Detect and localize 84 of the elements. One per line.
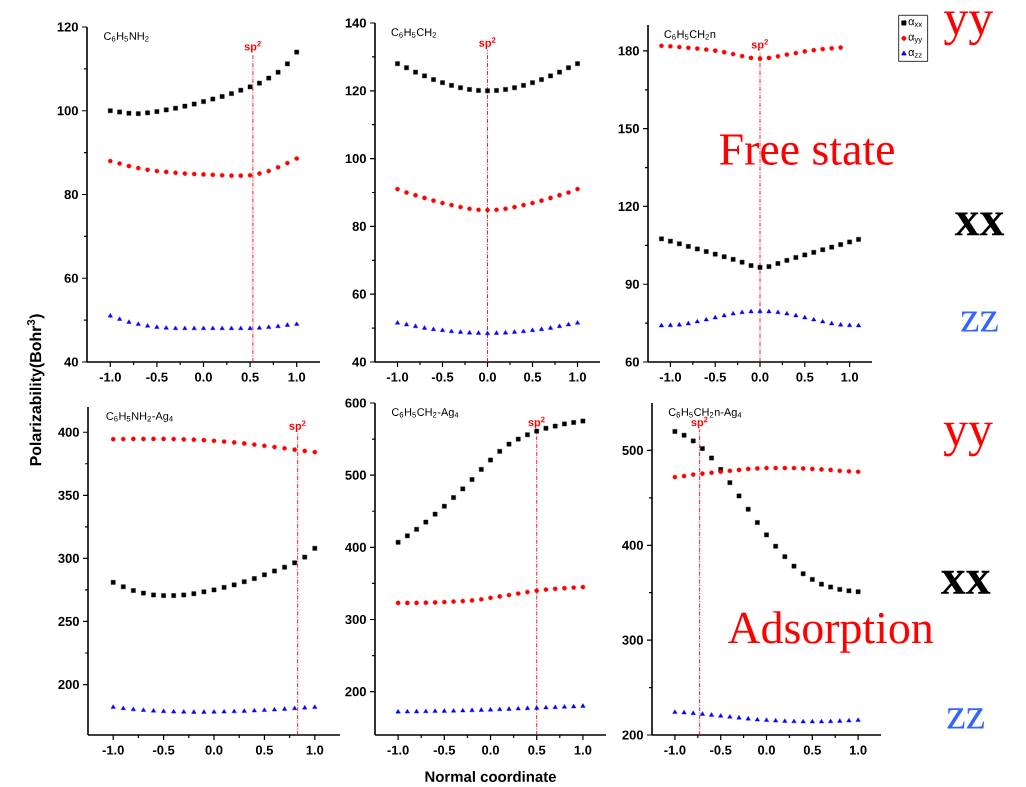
chart-title: C$_{6}$H$_{5}$NH$_{2}$-Ag$_{4}$ — [106, 412, 173, 423]
x-tick-label: 0.0 — [758, 745, 775, 755]
y-tick-label: 100 — [57, 106, 78, 116]
y-tick-label: 300 — [622, 635, 643, 645]
x-tick-label: 0.0 — [195, 372, 212, 382]
y-tick-label: 120 — [57, 22, 78, 32]
y-tick-label: 400 — [58, 427, 79, 437]
y-tick-label: 140 — [345, 18, 366, 28]
text: xx — [954, 212, 1005, 236]
text: xx — [941, 570, 991, 594]
chart-title: C$_{6}$H$_{5}$CH$_{2}$ — [391, 28, 437, 38]
y-tick-label: 250 — [58, 616, 79, 627]
x-tick-label: -1.0 — [664, 745, 686, 755]
x-tick-label: 0.0 — [205, 745, 223, 755]
y-tick-label: 40 — [64, 357, 78, 367]
x-tick-label: 1.0 — [574, 745, 592, 755]
x-tick-label: 0.0 — [482, 745, 499, 755]
y-tick-label: 180 — [618, 46, 639, 56]
y-tick-label: 80 — [352, 221, 366, 231]
legend-label: α$_{yy}$ — [908, 34, 923, 44]
x-tick-label: 0.5 — [796, 372, 814, 382]
x-tick-label: 1.0 — [569, 372, 586, 382]
text: yy — [943, 422, 993, 457]
y-tick-label: 120 — [345, 86, 366, 96]
y-tick-label: 400 — [345, 542, 366, 552]
x-tick-label: -0.5 — [710, 745, 732, 755]
ref-line-label: sp$^{2}$ — [479, 37, 496, 49]
y-tick-label: 500 — [345, 470, 366, 480]
x-tick-label: -0.5 — [433, 745, 456, 755]
x-tick-label: 0.5 — [524, 372, 542, 382]
text: yy — [944, 11, 994, 46]
x-tick-label: -1.0 — [386, 372, 409, 382]
x-tick-label: 1.0 — [306, 745, 324, 755]
chart-title: C$_{6}$H$_{5}$CH$_{2}$n — [664, 30, 716, 40]
y-tick-label: 200 — [345, 687, 366, 697]
y-tick-label: 300 — [58, 553, 79, 563]
y-tick-label: 300 — [345, 614, 366, 625]
ref-line-label: sp$^{2}$ — [289, 420, 306, 433]
x-tick-label: -0.5 — [152, 745, 175, 755]
y-tick-label: 150 — [618, 124, 639, 134]
y-tick-label: 40 — [352, 357, 366, 367]
x-tick-label: 0.5 — [255, 745, 274, 755]
x-tick-label: 0.5 — [241, 372, 259, 382]
y-tick-label: 60 — [352, 289, 366, 299]
ref-line-label: sp$^{2}$ — [751, 39, 768, 51]
y-tick-label: 60 — [625, 357, 639, 367]
y-tick-label: 500 — [622, 445, 643, 456]
x-tick-label: 0.0 — [751, 372, 769, 382]
x-axis-title: Normal coordinate — [425, 771, 556, 782]
x-tick-label: -0.5 — [146, 372, 168, 382]
x-tick-label: -1.0 — [99, 372, 121, 382]
x-tick-label: -1.0 — [102, 745, 124, 755]
ref-line-label: sp$^{2}$ — [528, 416, 545, 429]
ref-line-label: sp$^{2}$ — [691, 416, 708, 429]
ref-line-label: sp$^{2}$ — [244, 41, 261, 53]
x-tick-label: 0.0 — [479, 372, 496, 382]
y-tick-label: 90 — [625, 279, 639, 289]
y-tick-label: 350 — [58, 490, 79, 500]
x-tick-label: 1.0 — [841, 372, 859, 382]
annotation: Free state — [719, 134, 894, 165]
legend-label: α$_{xx}$ — [908, 19, 923, 27]
x-tick-label: 1.0 — [849, 745, 867, 755]
x-tick-label: 0.5 — [528, 745, 546, 755]
chart-title: C$_{6}$H$_{5}$CH$_{2}$-Ag$_{4}$ — [391, 408, 459, 419]
chart-title: C$_{6}$H$_{5}$NH$_{2}$ — [104, 32, 149, 42]
legend-label: α$_{zz}$ — [908, 49, 922, 58]
y-tick-label: 100 — [345, 154, 366, 164]
x-tick-label: -1.0 — [387, 745, 409, 755]
y-axis-title: Polarizability(Bohr$^{3}$) — [27, 314, 45, 466]
y-tick-label: 80 — [64, 189, 78, 200]
y-tick-label: 200 — [58, 679, 79, 690]
x-tick-label: -0.5 — [704, 372, 727, 382]
text: zz — [961, 311, 998, 332]
x-tick-label: -0.5 — [431, 372, 454, 382]
y-tick-label: 600 — [345, 398, 366, 408]
x-tick-label: 1.0 — [288, 372, 306, 382]
y-tick-label: 60 — [64, 273, 78, 283]
y-tick-label: 400 — [622, 540, 643, 550]
y-tick-label: 120 — [618, 201, 639, 212]
text: zz — [947, 708, 984, 729]
y-tick-label: 200 — [622, 730, 643, 740]
x-tick-label: 0.5 — [803, 745, 821, 755]
x-tick-label: -1.0 — [659, 372, 682, 382]
annotation: Adsorption — [727, 611, 934, 653]
